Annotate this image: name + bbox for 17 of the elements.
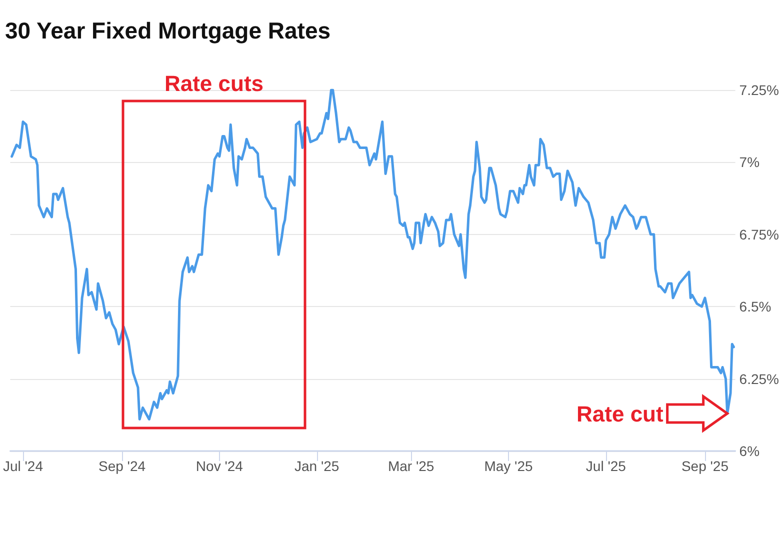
x-tick-label: Nov '24 (196, 458, 244, 474)
x-tick-label: Jul '25 (586, 458, 626, 474)
chart-title: 30 Year Fixed Mortgage Rates (5, 18, 331, 44)
x-tick-label: Sep '24 (98, 458, 146, 474)
y-tick-label: 7.25% (739, 82, 780, 98)
y-tick-label: 6.75% (739, 226, 780, 242)
annotation: Rate cut (576, 401, 664, 426)
annotation: Rate cuts (164, 71, 264, 96)
x-tick-label: Sep '25 (681, 458, 729, 474)
y-tick-label: 6.5% (739, 298, 772, 315)
x-tick-label: Jan '25 (294, 458, 340, 474)
y-tick-label: 6.25% (739, 370, 780, 387)
x-tick-label: Jul '24 (2, 458, 44, 474)
y-tick-label: 7% (739, 154, 760, 170)
x-tick-label: May '25 (484, 458, 534, 474)
x-tick-label: Mar '25 (388, 458, 434, 474)
y-tick-label: 6% (739, 443, 760, 459)
